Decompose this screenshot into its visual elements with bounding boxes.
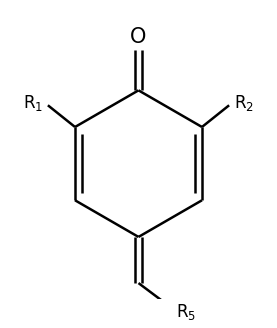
Text: R$_2$: R$_2$ [234,92,254,113]
Text: R$_5$: R$_5$ [176,301,196,321]
Text: R$_1$: R$_1$ [23,92,43,113]
Text: O: O [130,28,147,48]
